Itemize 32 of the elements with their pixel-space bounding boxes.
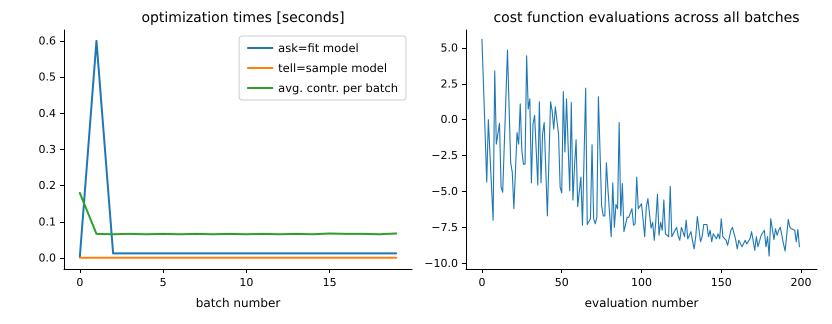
y-tick-label: 5.0 (440, 41, 458, 54)
y-tick-label: 0.4 (38, 106, 56, 120)
x-tick-label: 150 (710, 276, 732, 289)
x-tick-label: 10 (239, 276, 254, 289)
legend-label: avg. contr. per batch (278, 81, 398, 95)
chart-title: optimization times [seconds] (141, 10, 345, 26)
y-tick-label: −5.0 (431, 184, 458, 198)
x-axis-title: evaluation number (584, 296, 698, 310)
x-tick-label: 15 (322, 276, 337, 289)
line-series (78, 192, 398, 236)
x-tick-label: 5 (160, 276, 167, 289)
line-series (481, 38, 800, 257)
y-tick-label: −2.5 (431, 149, 458, 162)
x-tick-label: 100 (631, 276, 652, 289)
x-axis-title: batch number (196, 296, 280, 310)
x-tick-label: 50 (554, 276, 569, 289)
y-tick-label: 0.0 (440, 113, 458, 126)
y-tick-label: 0.3 (38, 143, 56, 156)
y-tick-label: 0.6 (38, 34, 56, 48)
y-tick-label: 0.2 (38, 179, 56, 192)
y-tick-label: −7.5 (431, 220, 458, 234)
x-tick-label: 0 (76, 276, 84, 289)
y-tick-label: −10.0 (424, 256, 458, 270)
x-tick-label: 0 (478, 276, 486, 289)
legend-label: tell=sample model (278, 61, 388, 75)
legend-label: ask=fit model (278, 41, 359, 55)
y-tick-label: 0.0 (38, 252, 56, 265)
y-tick-label: 0.1 (38, 215, 56, 228)
chart-title: cost function evaluations across all batches (493, 10, 800, 26)
y-tick-label: 0.5 (38, 70, 56, 84)
x-tick-label: 200 (790, 276, 812, 289)
y-tick-label: 2.5 (440, 77, 458, 90)
